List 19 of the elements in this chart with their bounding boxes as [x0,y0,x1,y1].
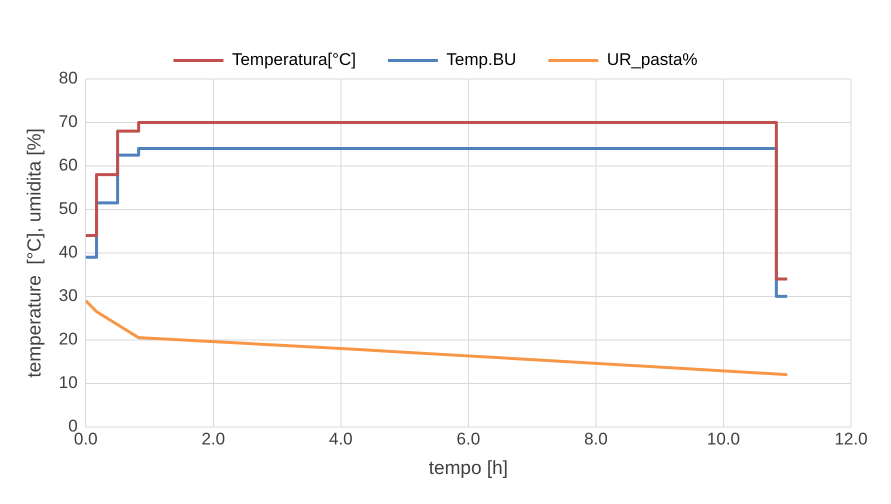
y-tick-label: 50 [58,199,78,218]
y-tick-label: 10 [58,373,78,392]
x-axis-title: tempo [h] [428,458,508,479]
x-tick-label: 12.0 [834,430,868,449]
legend-label: Temperatura[°C] [232,50,356,70]
legend-label: UR_pasta% [606,50,698,70]
y-tick-label: 70 [58,112,78,132]
y-tick-label: 30 [58,286,78,306]
y-tick-label: 20 [58,330,78,349]
y-tick-label: 60 [58,156,78,175]
x-tick-label: 2.0 [201,430,226,449]
y-axis-title: temperature [°C], umidita [%] [24,128,46,378]
x-tick-label: 4.0 [328,430,353,449]
x-tick-label: 10.0 [706,430,740,449]
x-tick-label: 6.0 [456,430,480,449]
legend-label: Temp.BU [446,50,516,70]
x-tick-label: 8.0 [584,430,608,449]
y-tick-label: 40 [58,242,78,262]
y-tick-label: 80 [58,68,78,88]
